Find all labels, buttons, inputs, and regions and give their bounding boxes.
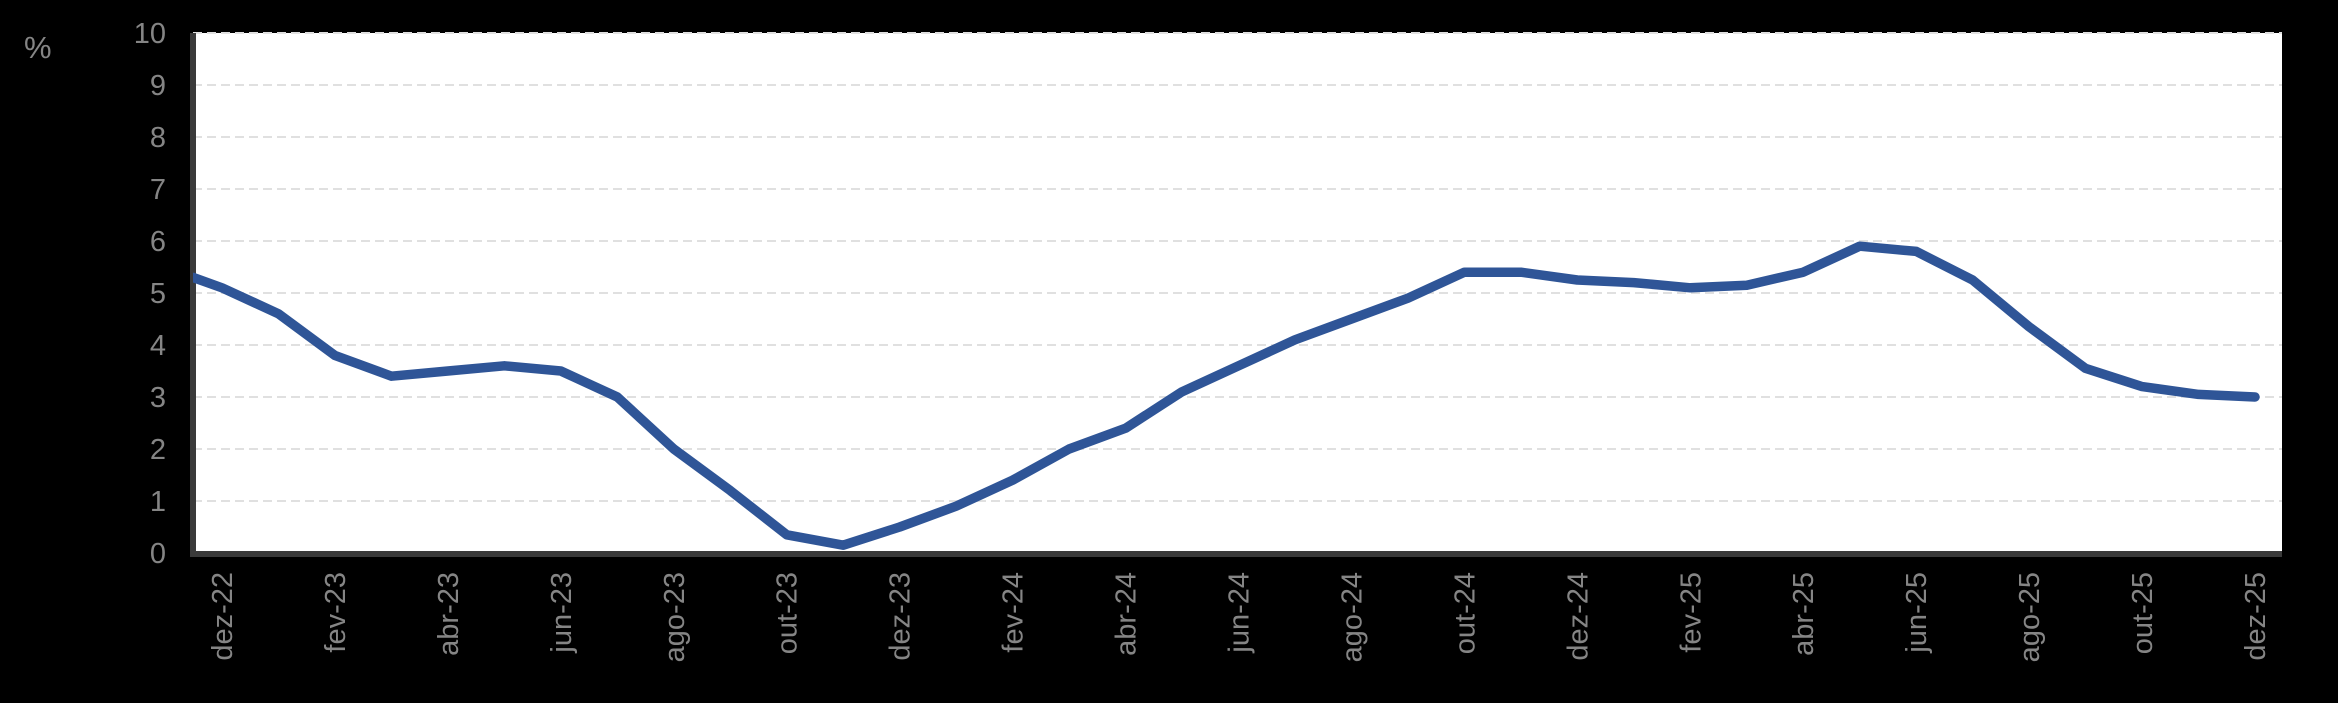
x-tick-label: out-23	[772, 572, 804, 654]
x-tick-label: ago-24	[1336, 572, 1368, 662]
x-tick-label: ago-23	[659, 572, 691, 662]
x-tick-label: out-24	[1449, 572, 1481, 654]
y-tick-label: 9	[150, 70, 166, 102]
y-tick-label: 7	[150, 174, 166, 206]
y-tick-label: 0	[150, 538, 166, 570]
y-tick-label: 8	[150, 122, 166, 154]
y-tick-label: 10	[134, 18, 166, 50]
y-tick-label: 4	[150, 330, 166, 362]
y-tick-label: 6	[150, 226, 166, 258]
y-tick-label: 2	[150, 434, 166, 466]
x-tick-label: jun-24	[1224, 572, 1256, 654]
y-tick-label: 5	[150, 278, 166, 310]
x-tick-label: jun-23	[546, 572, 578, 654]
x-tick-label: jun-25	[1901, 572, 1933, 654]
y-tick-label: 3	[150, 382, 166, 414]
x-axis-line	[190, 551, 2282, 557]
x-tick-label: out-25	[2127, 572, 2159, 654]
y-tick-label: 1	[150, 486, 166, 518]
x-tick-label: abr-23	[433, 572, 465, 656]
x-tick-label: fev-23	[320, 572, 352, 653]
x-tick-label: dez-24	[1562, 572, 1594, 661]
x-tick-label: abr-24	[1111, 572, 1143, 656]
y-axis-unit-label: %	[24, 30, 52, 65]
x-tick-label: ago-25	[2014, 572, 2046, 662]
y-axis-line	[190, 33, 196, 557]
x-axis-tick-labels: dez-22 fev-23 abr-23 jun-23 ago-23 out-23 dez-…	[207, 572, 2272, 662]
x-tick-label: abr-25	[1788, 572, 1820, 656]
x-tick-label: fev-24	[998, 572, 1030, 653]
y-axis-tick-labels: 0 1 2 3 4 5 6 7 8 9 10	[134, 18, 166, 570]
x-tick-label: dez-25	[2240, 572, 2272, 661]
x-tick-label: fev-25	[1675, 572, 1707, 653]
gridlines	[193, 32, 2282, 502]
x-tick-label: dez-23	[885, 572, 917, 661]
data-series-line	[193, 241, 2260, 550]
x-tick-label: dez-22	[207, 572, 239, 661]
